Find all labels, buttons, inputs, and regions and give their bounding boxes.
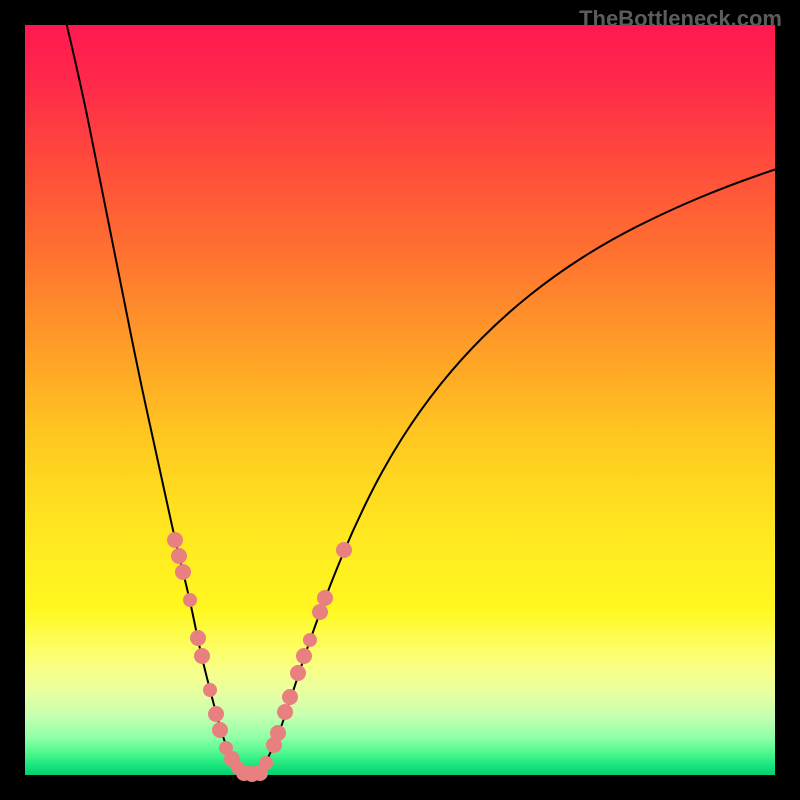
data-marker (259, 756, 273, 770)
data-marker (270, 725, 286, 741)
bottleneck-chart (0, 0, 800, 800)
data-marker (171, 548, 187, 564)
data-marker (277, 704, 293, 720)
data-marker (312, 604, 328, 620)
data-marker (167, 532, 183, 548)
data-marker (336, 542, 352, 558)
data-marker (296, 648, 312, 664)
data-marker (175, 564, 191, 580)
watermark-text: TheBottleneck.com (579, 6, 782, 32)
data-marker (183, 593, 197, 607)
data-marker (190, 630, 206, 646)
data-marker (317, 590, 333, 606)
data-marker (282, 689, 298, 705)
data-marker (194, 648, 210, 664)
data-marker (290, 665, 306, 681)
plot-background (25, 25, 775, 775)
data-marker (203, 683, 217, 697)
data-marker (212, 722, 228, 738)
data-marker (208, 706, 224, 722)
data-marker (303, 633, 317, 647)
